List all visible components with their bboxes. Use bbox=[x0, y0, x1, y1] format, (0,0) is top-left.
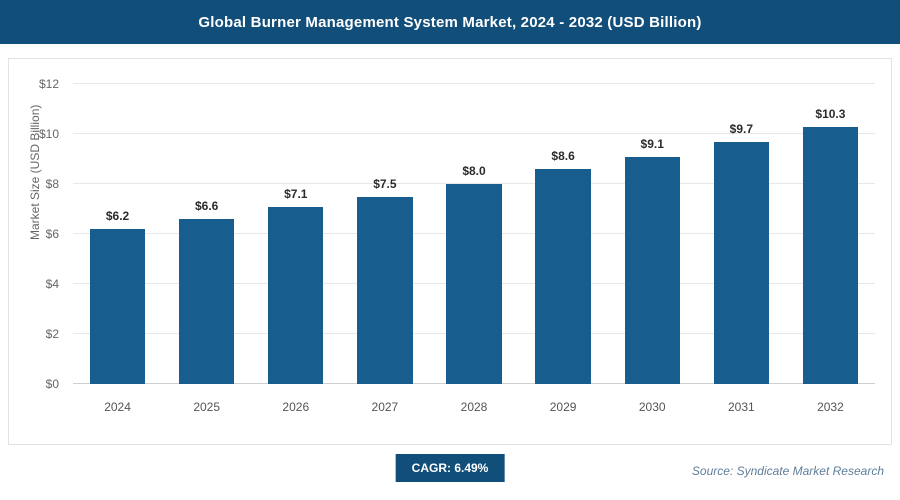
x-tick-label: 2030 bbox=[638, 400, 666, 414]
bar-value-label: $7.5 bbox=[373, 176, 397, 191]
x-tick-label: 2031 bbox=[727, 400, 755, 414]
bar-value-label: $6.6 bbox=[194, 199, 219, 213]
bar-group: $8.6 bbox=[519, 84, 608, 384]
y-tick-label: $0 bbox=[45, 377, 59, 391]
bar bbox=[179, 219, 235, 384]
bar bbox=[446, 184, 502, 384]
x-tick-label: 2024 bbox=[104, 400, 131, 414]
x-tick-label: 2026 bbox=[282, 400, 310, 414]
bar-group: $6.2 bbox=[73, 84, 162, 384]
bar-group: $9.7 bbox=[697, 84, 786, 384]
y-tick-label: $4 bbox=[45, 277, 59, 291]
chart-title-bar: Global Burner Management System Market, … bbox=[0, 0, 900, 44]
bar-value-label: $8.6 bbox=[551, 149, 575, 163]
bar-value-label: $8.0 bbox=[462, 164, 486, 178]
gridline bbox=[73, 133, 875, 134]
bar-group: $7.5 bbox=[340, 84, 429, 384]
bar bbox=[624, 156, 680, 384]
x-tick-label: 2027 bbox=[371, 400, 399, 414]
y-tick-label: $8 bbox=[45, 177, 59, 191]
bar-group: $6.6 bbox=[162, 84, 251, 384]
bar-value-label: $9.7 bbox=[729, 121, 753, 136]
chart-footer: CAGR: 6.49% Source: Syndicate Market Res… bbox=[0, 452, 900, 492]
x-tick-label: 2028 bbox=[460, 400, 488, 414]
bar-value-label: $6.2 bbox=[105, 209, 130, 223]
x-axis-labels: 2024 2025 2026 2027 2028 2029 2030 2031 2032 bbox=[73, 400, 875, 418]
gridline bbox=[73, 83, 875, 84]
bar bbox=[802, 126, 859, 384]
bar bbox=[713, 141, 769, 384]
bar bbox=[268, 206, 324, 384]
x-tick-label: 2032 bbox=[817, 400, 844, 414]
chart-container: Market Size (USD Billion) $0 $2 $4 $6 $8 $10 $… bbox=[8, 58, 892, 445]
y-tick-label: $2 bbox=[45, 327, 59, 341]
y-tick-label: $12 bbox=[38, 77, 59, 91]
bar-group: $7.1 bbox=[251, 84, 340, 384]
bar-value-label: $10.3 bbox=[815, 106, 846, 121]
bar-value-label: $7.1 bbox=[284, 186, 308, 201]
bar bbox=[89, 229, 146, 384]
gridline bbox=[73, 183, 875, 184]
bar-group: $8.0 bbox=[429, 84, 518, 384]
y-tick-label: $6 bbox=[45, 227, 59, 241]
bars-row: $6.2 $6.6 $7.1 $7.5 $8.0 $8.6 $9.1 $9.7 $10.3 bbox=[73, 84, 875, 384]
chart-title: Global Burner Management System Market, … bbox=[198, 13, 702, 31]
y-tick-label: $10 bbox=[38, 127, 59, 141]
cagr-badge: CAGR: 6.49% bbox=[395, 454, 505, 482]
y-axis-ticks: $0 $2 $4 $6 $8 $10 $12 bbox=[9, 77, 65, 391]
plot-area: $6.2 $6.6 $7.1 $7.5 $8.0 $8.6 $9.1 $9.7 $10.3 bbox=[73, 83, 875, 384]
x-tick-label: 2029 bbox=[549, 400, 577, 414]
bar bbox=[357, 196, 413, 384]
x-tick-label: 2025 bbox=[193, 400, 221, 414]
bar-group: $10.3 bbox=[786, 84, 875, 384]
source-credit: Source: Syndicate Market Research bbox=[691, 464, 884, 478]
bar-group: $9.1 bbox=[608, 84, 697, 384]
bar-value-label: $9.1 bbox=[640, 136, 664, 151]
bar bbox=[535, 169, 591, 384]
